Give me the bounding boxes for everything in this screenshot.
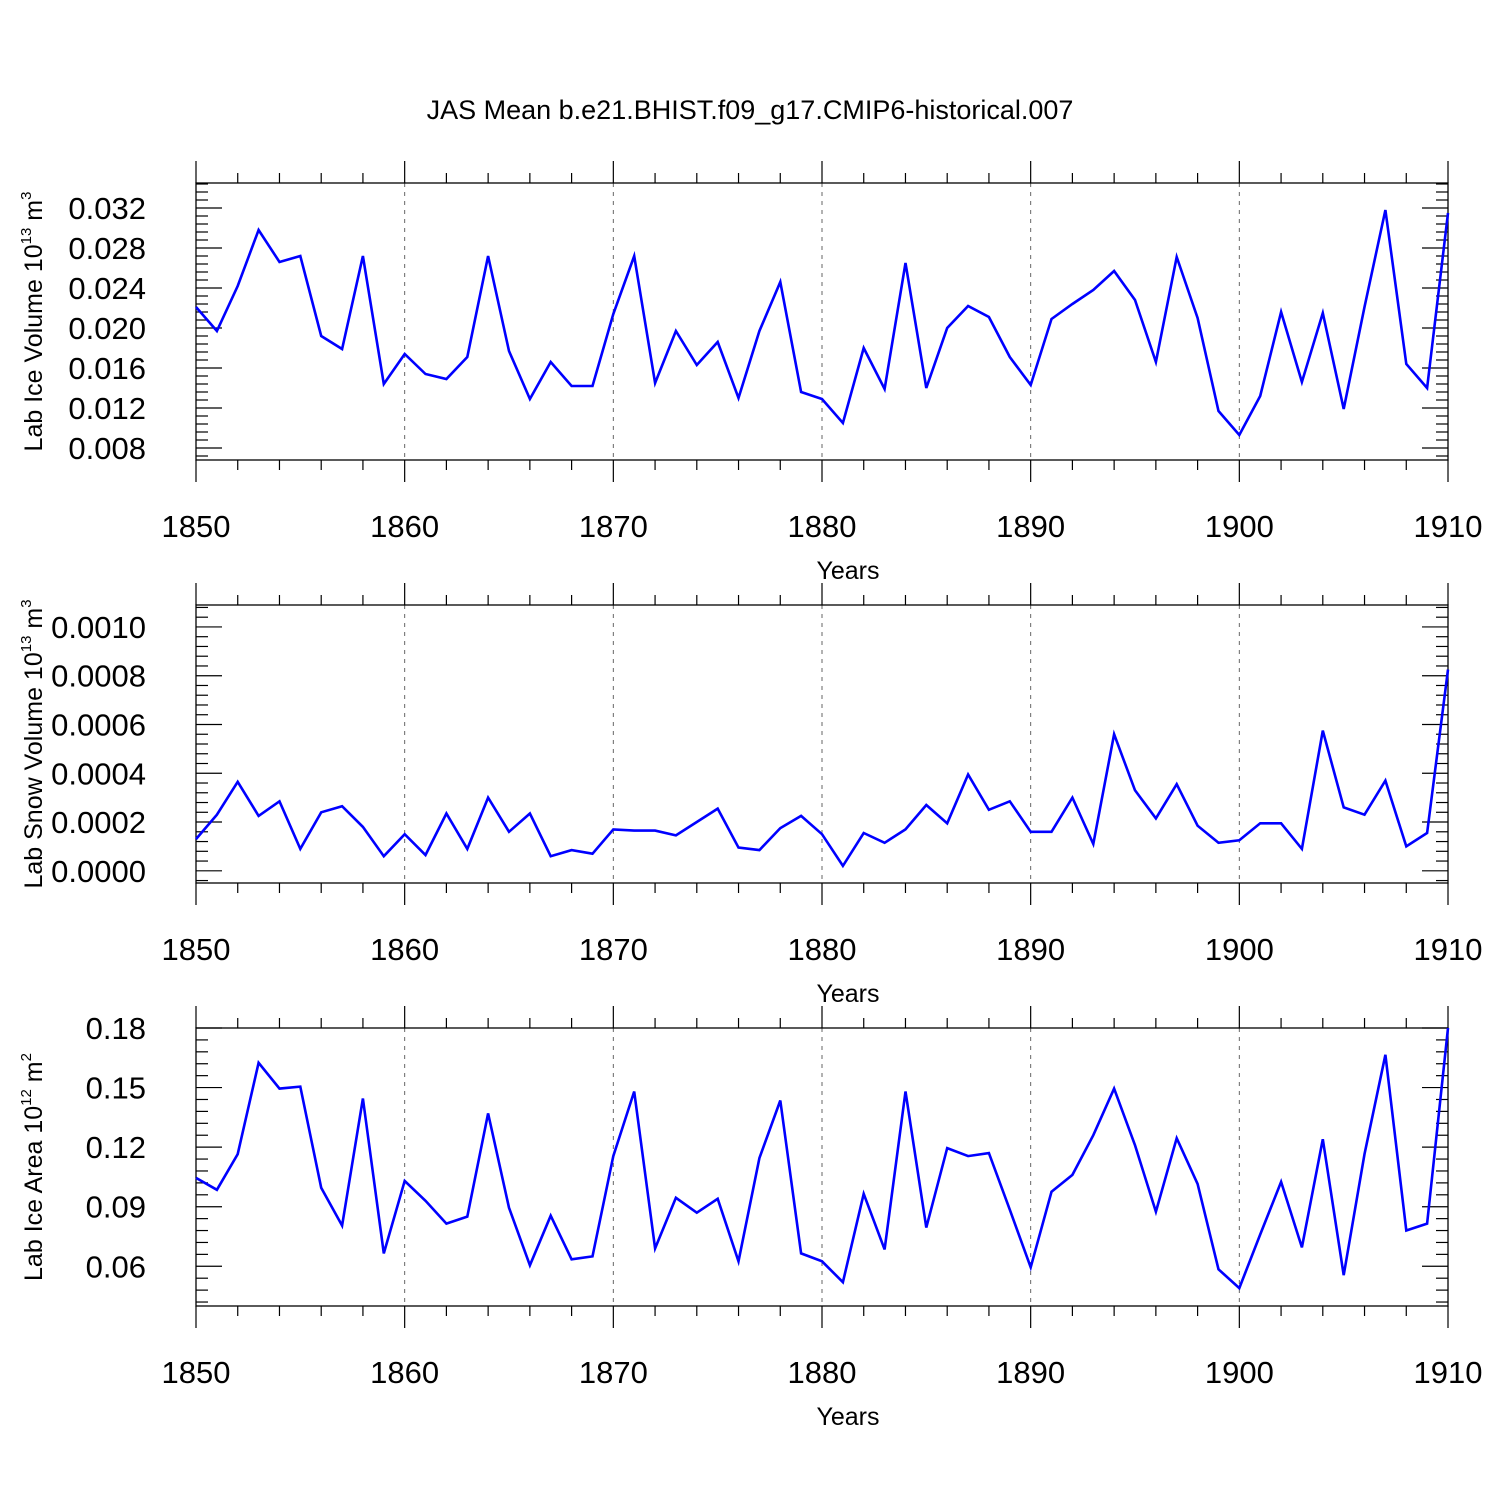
plot-frame bbox=[195, 1027, 1449, 1307]
y-axis-title-text: Lab Ice Area 10 bbox=[20, 1106, 48, 1281]
x-tick-label: 1910 bbox=[1414, 932, 1483, 967]
x-tick-label: 1890 bbox=[996, 509, 1065, 544]
y-tick-label: 0.008 bbox=[68, 431, 146, 466]
y-axis-title: Lab Snow Volume 1013 m3 bbox=[18, 599, 48, 888]
x-tick-label: 1860 bbox=[370, 1355, 439, 1390]
y-tick-label: 0.012 bbox=[68, 391, 146, 426]
x-tick-label: 1900 bbox=[1205, 1355, 1274, 1390]
x-tick-label: 1850 bbox=[162, 1355, 231, 1390]
y-tick-label: 0.032 bbox=[68, 191, 146, 226]
x-tick-label: 1880 bbox=[788, 509, 857, 544]
y-axis-title-unit: m bbox=[20, 608, 48, 636]
y-tick-label: 0.15 bbox=[86, 1071, 146, 1106]
y-tick-label: 0.09 bbox=[86, 1190, 146, 1225]
chart-title: JAS Mean b.e21.BHIST.f09_g17.CMIP6-histo… bbox=[427, 95, 1074, 125]
x-axis-title: Years bbox=[816, 1403, 879, 1431]
y-axis-title-exponent: 12 bbox=[18, 1089, 35, 1106]
y-tick-label: 0.020 bbox=[68, 311, 146, 346]
x-tick-label: 1870 bbox=[579, 932, 648, 967]
series-line-ice-volume bbox=[195, 209, 1450, 438]
x-tick-label: 1890 bbox=[996, 932, 1065, 967]
plot-frame bbox=[195, 604, 1449, 884]
y-tick-label: 0.0006 bbox=[51, 707, 146, 742]
y-axis-title-exponent: 13 bbox=[18, 228, 35, 245]
y-tick-label: 0.0010 bbox=[51, 610, 146, 645]
x-tick-label: 1910 bbox=[1414, 509, 1483, 544]
x-tick-label: 1880 bbox=[788, 932, 857, 967]
x-tick-label: 1850 bbox=[162, 509, 231, 544]
y-tick-label: 0.0004 bbox=[51, 756, 146, 791]
y-axis-title-unit-exponent: 2 bbox=[18, 1053, 35, 1061]
panel-snow-volume: 1850 1860 1870 1880 1890 1900 1910 Years 0.0000 0… bbox=[18, 583, 1482, 1008]
x-tick-label: 1860 bbox=[370, 509, 439, 544]
x-tick-label: 1860 bbox=[370, 932, 439, 967]
series-line-snow-volume bbox=[195, 669, 1450, 869]
y-axis-title-unit: m bbox=[20, 200, 48, 228]
y-tick-label: 0.024 bbox=[68, 271, 146, 306]
plot-frame bbox=[195, 182, 1449, 461]
x-tick-label: 1870 bbox=[579, 1355, 648, 1390]
x-tick-label: 1880 bbox=[788, 1355, 857, 1390]
x-axis-title: Years bbox=[816, 980, 879, 1008]
y-tick-label: 0.016 bbox=[68, 351, 146, 386]
y-tick-label: 0.18 bbox=[86, 1011, 146, 1046]
y-tick-label: 0.06 bbox=[86, 1249, 146, 1284]
y-axis-title: Lab Ice Area 1012 m2 bbox=[18, 1053, 48, 1281]
y-tick-label: 0.12 bbox=[86, 1130, 146, 1165]
y-axis-title: Lab Ice Volume 1013 m3 bbox=[18, 192, 48, 452]
x-tick-label: 1910 bbox=[1414, 1355, 1483, 1390]
y-tick-label: 0.028 bbox=[68, 231, 146, 266]
x-tick-label: 1900 bbox=[1205, 932, 1274, 967]
x-tick-label: 1900 bbox=[1205, 509, 1274, 544]
panel-ice-area: 1850 1860 1870 1880 1890 1900 1910 Years 0.06 0.0… bbox=[18, 1006, 1482, 1431]
series-line-ice-area bbox=[195, 1027, 1450, 1291]
y-tick-label: 0.0008 bbox=[51, 659, 146, 694]
x-tick-label: 1850 bbox=[162, 932, 231, 967]
y-axis-title-unit-exponent: 3 bbox=[18, 599, 35, 607]
x-axis-title: Years bbox=[816, 557, 879, 585]
y-axis-title-exponent: 13 bbox=[18, 636, 35, 653]
y-axis-title-text: Lab Ice Volume 10 bbox=[20, 244, 48, 451]
y-axis-title-unit-exponent: 3 bbox=[18, 192, 35, 200]
y-axis-title-unit: m bbox=[20, 1061, 48, 1089]
x-tick-label: 1870 bbox=[579, 509, 648, 544]
y-axis-title-text: Lab Snow Volume 10 bbox=[20, 652, 48, 888]
y-tick-label: 0.0000 bbox=[51, 854, 146, 889]
y-tick-label: 0.0002 bbox=[51, 805, 146, 840]
x-tick-label: 1890 bbox=[996, 1355, 1065, 1390]
panel-ice-volume: 1850 1860 1870 1880 1890 1900 1910 Years 0.008 0.… bbox=[18, 161, 1482, 585]
